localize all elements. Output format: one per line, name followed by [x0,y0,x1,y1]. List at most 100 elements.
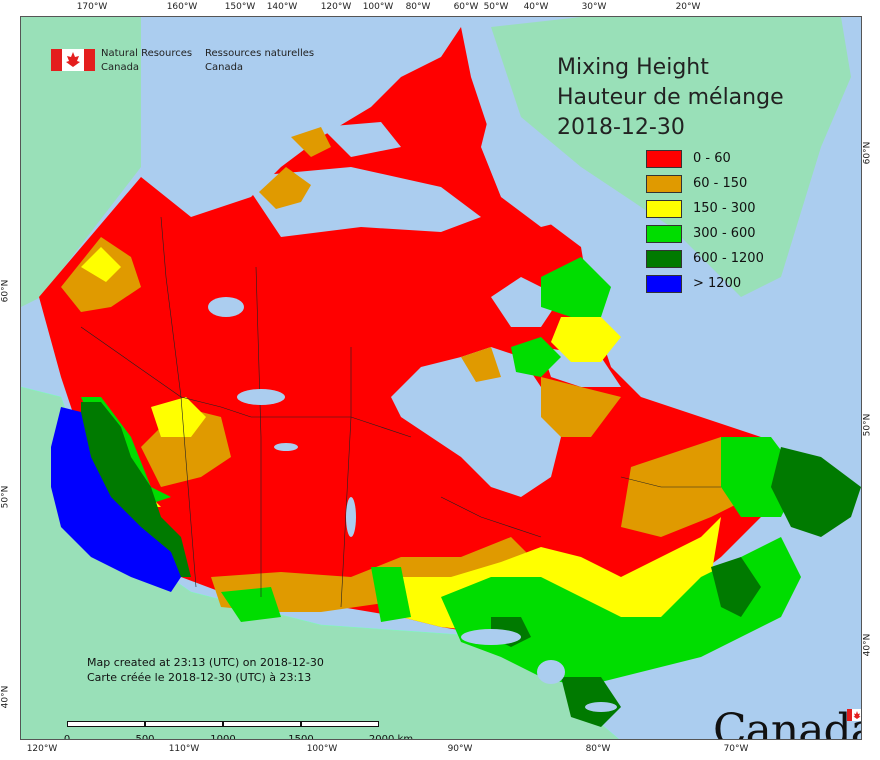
graticule-top-label: 140°W [266,2,298,12]
region-darkgreen [81,402,191,577]
scale-label: 1000 [210,734,236,740]
legend-label: > 1200 [693,276,742,291]
legend-item: > 1200 [646,275,846,297]
org-en-line1: Natural Resources [101,48,193,59]
graticule-top-label: 150°W [224,2,256,12]
legend-item: 300 - 600 [646,225,846,247]
legend-swatch [646,250,682,268]
region-darkgreen [711,557,761,617]
graticule-bottom-label: 120°W [26,744,58,754]
graticule-left-label: 60°N [0,279,11,303]
created-fr: Carte créée le 2018-12-30 (UTC) à 23:13 [87,671,312,684]
region-yellow [81,247,121,282]
graticule-bottom-label: 70°W [723,744,749,754]
region-yellow [551,317,621,362]
scale-segment [301,721,379,727]
canada-region-red [39,27,791,667]
scale-segment [67,721,145,727]
graticule-bottom-label: 110°W [168,744,200,754]
alaska-landmass [21,17,141,307]
region-green [371,567,411,622]
baffin-bay [481,107,581,227]
legend-label: 300 - 600 [693,226,756,241]
graticule-right-label: 50°N [862,413,873,437]
legend-item: 150 - 300 [646,200,846,222]
region-green [441,537,801,687]
graticule-bottom-label: 100°W [306,744,338,754]
scale-label: 0 [63,734,71,740]
region-darkgreen [561,677,621,727]
arctic-channel [321,122,401,157]
canada-wordmark: Canada [713,705,862,740]
title-date: 2018-12-30 [557,115,685,140]
legend-label: 600 - 1200 [693,251,764,266]
graticule-left-label: 50°N [0,485,11,509]
scale-segment [145,721,223,727]
legend-label: 0 - 60 [693,151,731,166]
graticule-top-label: 30°W [581,2,607,12]
legend-item: 0 - 60 [646,150,846,172]
legend-swatch [646,150,682,168]
graticule-bottom-label: 80°W [585,744,611,754]
legend-item: 60 - 150 [646,175,846,197]
graticule-right-label: 40°N [862,633,873,657]
region-darkgreen [771,447,861,537]
region-orange [461,347,501,382]
region-yellow [151,397,206,437]
legend-swatch [646,200,682,218]
graticule-top-label: 170°W [76,2,108,12]
scale-bar: 0 500 1000 1500 2000 km [63,721,413,740]
lake-huron [537,660,565,684]
wordmark-flag-icon [847,709,861,721]
region-green [541,257,611,317]
scale-label: 1500 [288,734,314,740]
title-en: Mixing Height [557,55,709,80]
graticule-right-label: 60°N [862,141,873,165]
graticule-left-label: 40°N [0,685,11,709]
graticule-top-label: 80°W [405,2,431,12]
org-fr-line1: Ressources naturelles [205,48,315,59]
graticule-top-label: 160°W [166,2,198,12]
scale-label: 2000 km [368,734,414,740]
graticule-top-label: 60°W [453,2,479,12]
graticule-top-label: 120°W [320,2,352,12]
province-boundaries [80,216,721,608]
created-en: Map created at 23:13 (UTC) on 2018-12-30 [87,656,324,669]
region-green [511,337,561,377]
graticule-top-label: 20°W [675,2,701,12]
lake-ontario [585,702,617,712]
title-fr: Hauteur de mélange [557,85,784,110]
great-slave-lake [237,389,285,405]
org-fr-line2: Canada [205,62,244,73]
lake-athabasca [274,443,298,451]
creation-note: Map created at 23:13 (UTC) on 2018-12-30… [87,655,324,685]
graticule-bottom-label: 90°W [447,744,473,754]
org-en-line2: Canada [101,62,140,73]
region-orange [541,377,621,437]
great-bear-lake [208,297,244,317]
region-green [221,587,281,622]
region-orange [291,127,331,157]
hudson-bay [391,347,561,497]
map-title: Mixing Height Hauteur de mélange 2018-12… [557,53,784,143]
region-blue [51,407,181,592]
legend-item: 600 - 1200 [646,250,846,272]
lake-winnipeg [346,497,356,537]
legend-label: 150 - 300 [693,201,756,216]
map-canvas[interactable]: Natural Resources Canada Ressources natu… [20,16,862,740]
region-orange [259,167,311,209]
canada-flag-icon [51,49,95,71]
graticule-top-label: 40°W [523,2,549,12]
legend-label: 60 - 150 [693,176,748,191]
region-orange [211,537,531,612]
legend-swatch [646,225,682,243]
legend-swatch [646,275,682,293]
graticule-top-label: 50°W [483,2,509,12]
lake-superior [461,629,521,645]
legend-swatch [646,175,682,193]
map-svg [21,17,861,739]
scale-segment [223,721,301,727]
scale-label: 500 [135,734,155,740]
graticule-top-label: 100°W [362,2,394,12]
